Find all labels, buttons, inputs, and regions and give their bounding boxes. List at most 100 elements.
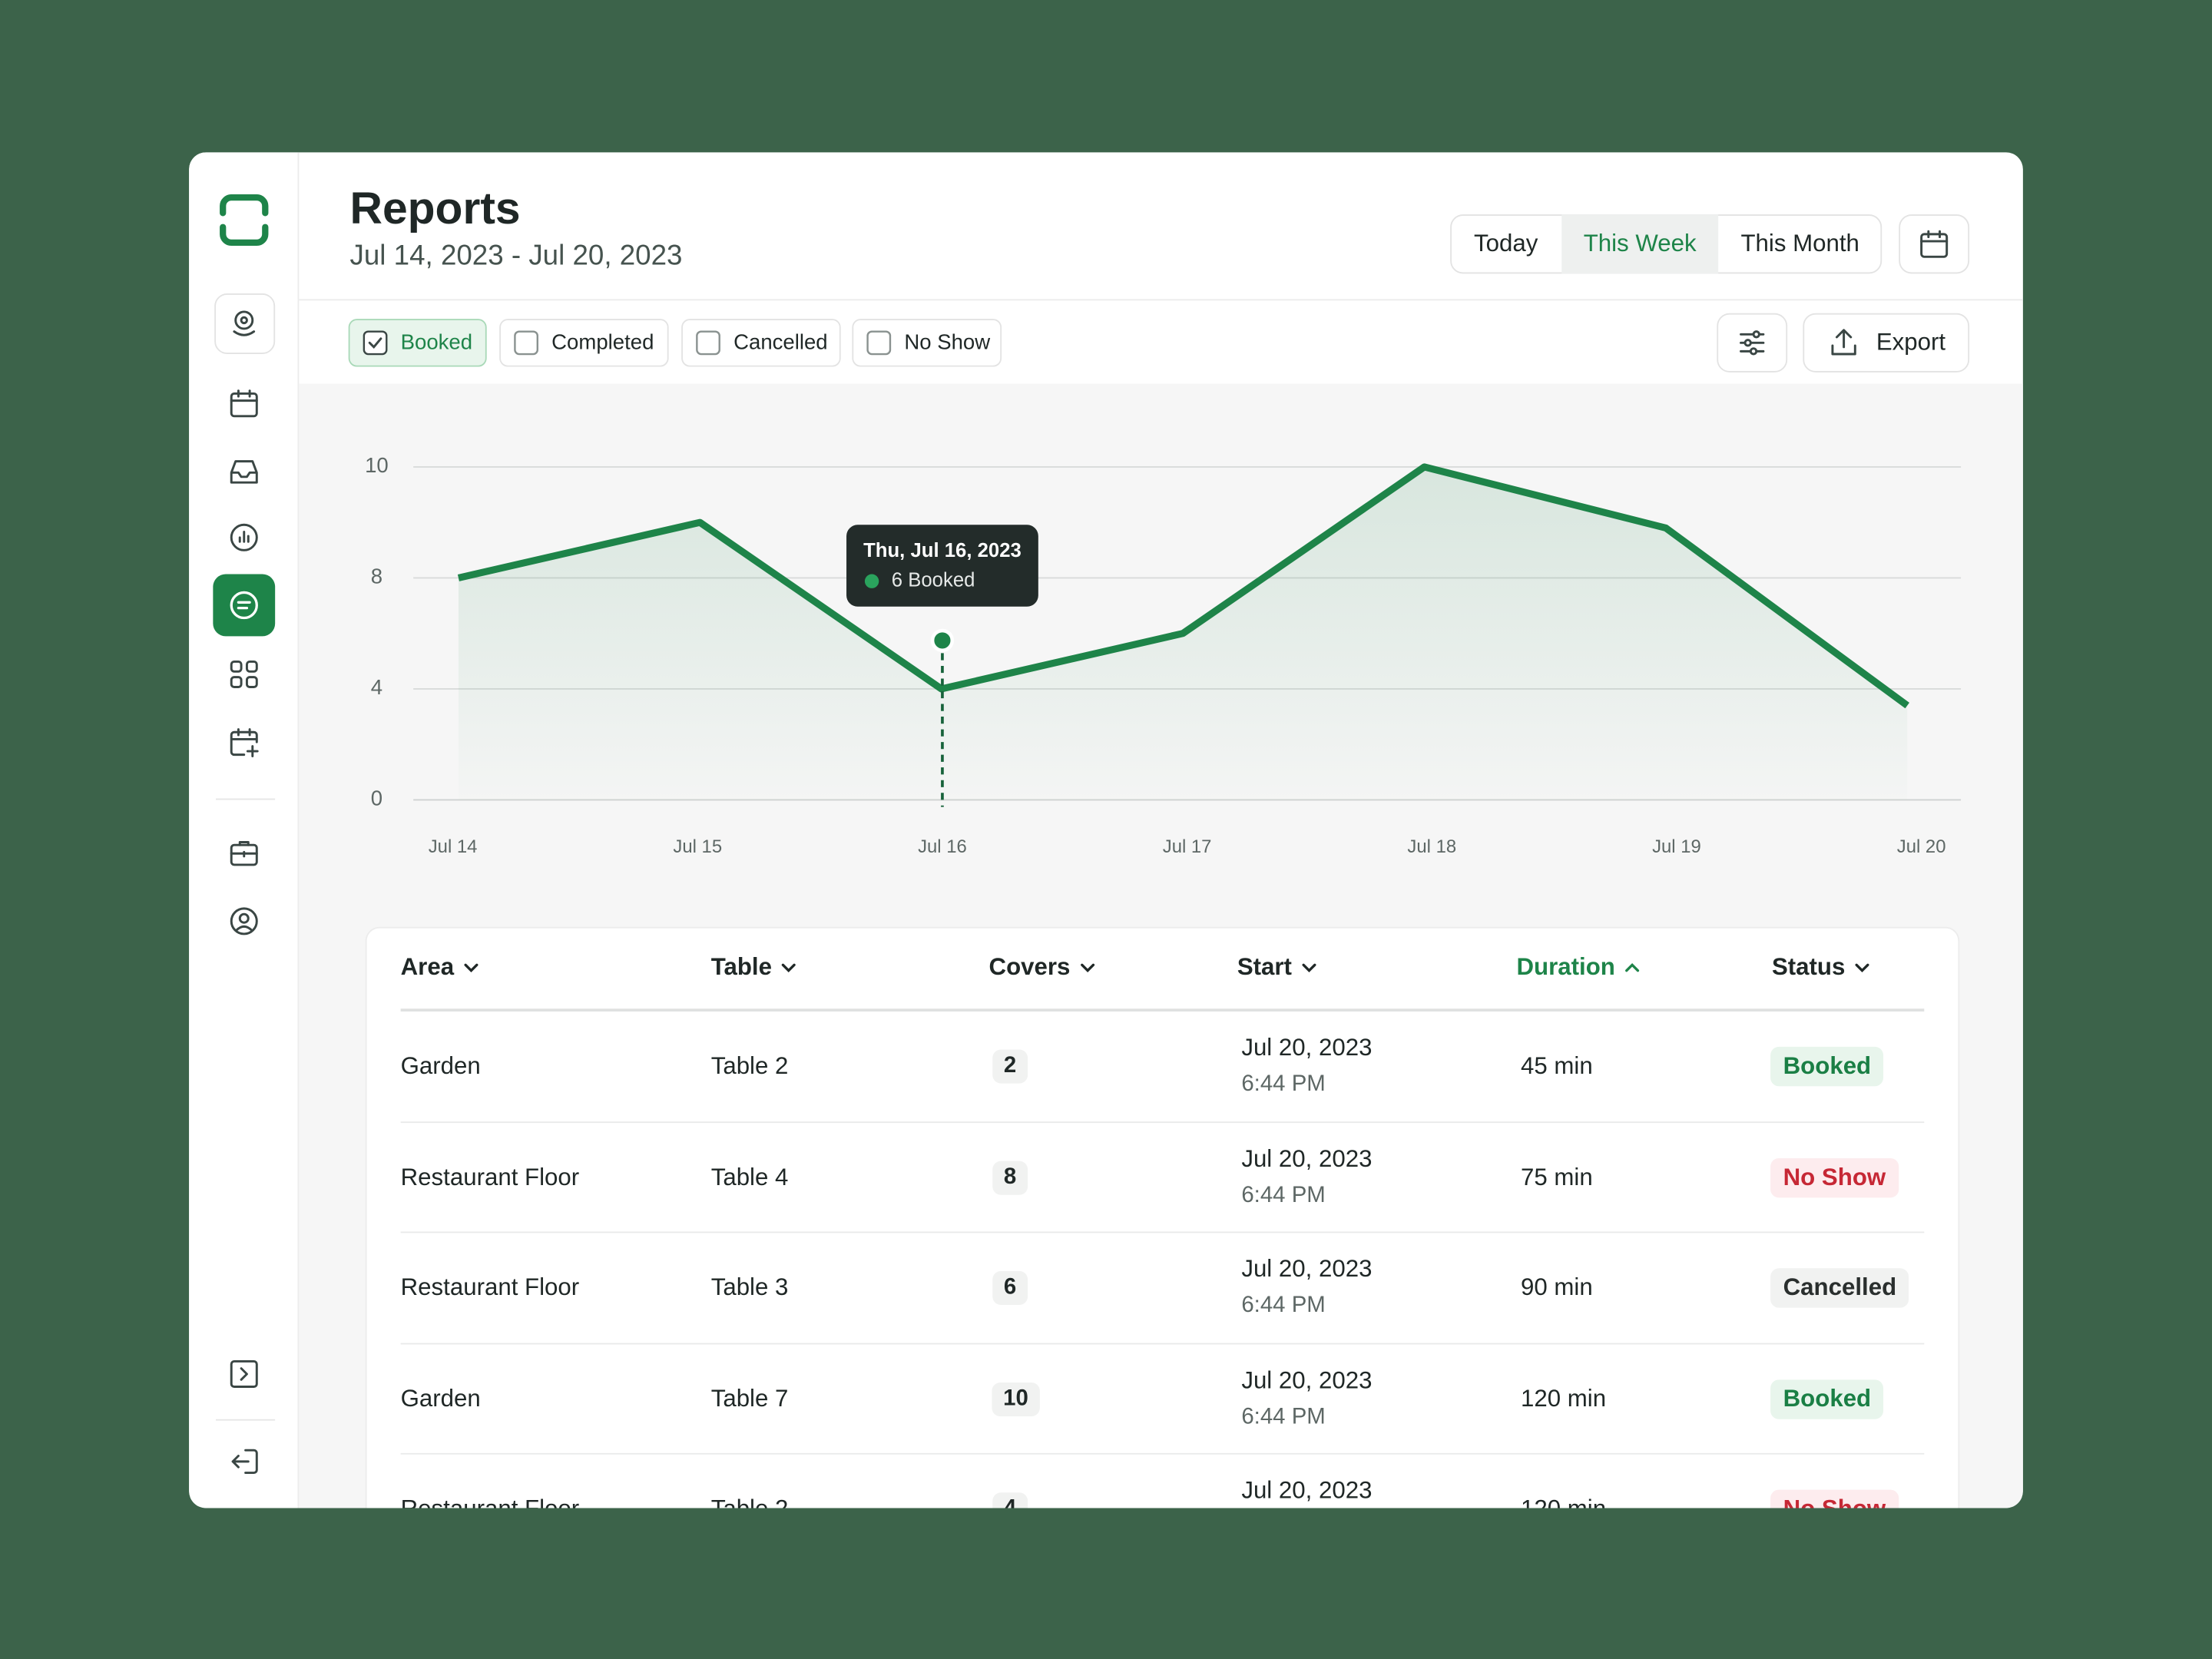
- cell-covers: 8: [992, 1160, 1028, 1194]
- sidebar: [189, 152, 300, 1508]
- column-header[interactable]: Start: [1237, 953, 1292, 981]
- status-badge: Cancelled: [1770, 1268, 1909, 1308]
- cell-date: Jul 20, 2023: [1241, 1477, 1373, 1504]
- row-divider: [400, 1231, 1925, 1233]
- x-tick-label: Jul 17: [1163, 836, 1212, 857]
- apps-icon[interactable]: [229, 659, 260, 690]
- cell-duration: 120 min: [1521, 1384, 1607, 1412]
- sort-chevron: [781, 963, 796, 973]
- y-tick-label: 0: [371, 786, 382, 810]
- y-tick-label: 4: [371, 675, 382, 699]
- cell-time: 6:44 PM: [1241, 1404, 1326, 1429]
- status-badge: Booked: [1770, 1046, 1884, 1087]
- status-badge: No Show: [1770, 1157, 1899, 1197]
- cell-date: Jul 20, 2023: [1241, 1255, 1373, 1283]
- cell-date: Jul 20, 2023: [1241, 1034, 1373, 1061]
- cell-time: 6:44 PM: [1241, 1183, 1326, 1207]
- sort-chevron: [1080, 963, 1094, 973]
- table-card: [365, 926, 1960, 1508]
- checkbox: [363, 330, 388, 356]
- checkbox: [696, 330, 720, 356]
- sidebar-separator: [216, 1419, 276, 1421]
- filter-label: Booked: [400, 330, 473, 355]
- cell-duration: 75 min: [1521, 1163, 1593, 1190]
- profile-icon[interactable]: [229, 906, 260, 936]
- filter-label: Completed: [551, 330, 654, 355]
- sliders-icon: [1740, 330, 1765, 356]
- cell-area: Garden: [400, 1384, 481, 1412]
- tooltip-text: 6 Booked: [892, 570, 975, 591]
- app-window: Reports Jul 14, 2023 - Jul 20, 2023 Today T…: [189, 152, 2023, 1508]
- x-tick-label: Jul 14: [429, 836, 478, 857]
- calendar-icon[interactable]: [229, 388, 260, 419]
- row-divider: [400, 1342, 1925, 1344]
- column-header[interactable]: Covers: [988, 953, 1071, 981]
- calendar-button[interactable]: [1899, 214, 1970, 274]
- cell-table: Table 2: [710, 1052, 789, 1080]
- cell-covers: 10: [992, 1382, 1040, 1416]
- logo: [220, 194, 269, 247]
- sort-chevron: [1855, 963, 1869, 973]
- header-rule: [400, 1008, 1925, 1012]
- x-tick-label: Jul 20: [1897, 836, 1946, 857]
- cell-time: 6:44 PM: [1241, 1071, 1326, 1097]
- column-header[interactable]: Duration: [1516, 953, 1615, 981]
- period-tab-label: This Week: [1583, 230, 1697, 257]
- cell-duration: 120 min: [1521, 1495, 1606, 1508]
- sort-chevron: [1302, 963, 1316, 973]
- page-title: Reports: [349, 182, 521, 233]
- cell-area: Garden: [400, 1052, 481, 1080]
- chart: 0 4 8 10 Jul 14 Jul 15 Jul 16 Jul 17 Jul 18 Jul 1…: [365, 453, 1962, 857]
- cell-table: Table 3: [710, 1273, 789, 1301]
- y-tick-label: 10: [365, 453, 389, 477]
- status-badge: Booked: [1770, 1379, 1884, 1419]
- nav-location-button[interactable]: [214, 293, 276, 355]
- column-header[interactable]: Area: [400, 953, 455, 981]
- export-label: Export: [1876, 328, 1946, 356]
- checkbox: [866, 330, 892, 356]
- filter-settings-button[interactable]: [1717, 313, 1788, 373]
- chart-icon[interactable]: [229, 522, 260, 553]
- reports-icon: [230, 591, 258, 620]
- cell-date: Jul 20, 2023: [1241, 1366, 1373, 1393]
- calendar-add-icon[interactable]: [229, 727, 260, 757]
- nav-reports-active[interactable]: [213, 574, 276, 637]
- header-divider: [299, 299, 2023, 301]
- column-header[interactable]: Status: [1771, 953, 1846, 981]
- area-fill: [458, 466, 1908, 800]
- cell-date: Jul 20, 2023: [1241, 1144, 1373, 1172]
- x-tick-label: Jul 18: [1407, 836, 1456, 857]
- x-tick-label: Jul 15: [673, 836, 722, 857]
- x-tick-label: Jul 16: [918, 836, 967, 857]
- line: [457, 463, 1909, 709]
- main: Reports Jul 14, 2023 - Jul 20, 2023 Today T…: [189, 152, 2023, 1508]
- cell-covers: 2: [992, 1049, 1028, 1084]
- hover-dot: [930, 628, 955, 653]
- logout-icon[interactable]: [229, 1446, 260, 1477]
- period-tab-label: Today: [1474, 230, 1538, 257]
- location-icon: [233, 310, 256, 336]
- cell-time: 6:44 PM: [1241, 1293, 1326, 1318]
- export-button[interactable]: [1803, 313, 1970, 373]
- expand-icon[interactable]: [229, 1359, 260, 1389]
- cell-area: Restaurant Floor: [400, 1163, 580, 1190]
- cell-covers: 4: [992, 1492, 1028, 1508]
- cell-table: Table 4: [710, 1163, 789, 1190]
- inbox-icon[interactable]: [229, 455, 260, 486]
- filter-label: Cancelled: [733, 330, 828, 355]
- tooltip-dot: [864, 574, 879, 588]
- row-divider: [400, 1121, 1925, 1123]
- sort-chevron: [464, 963, 478, 973]
- column-header[interactable]: Table: [710, 953, 772, 981]
- date-range: Jul 14, 2023 - Jul 20, 2023: [349, 240, 683, 272]
- cell-table: Table 7: [710, 1384, 789, 1412]
- cell-covers: 6: [992, 1270, 1028, 1305]
- calendar-icon: [1920, 230, 1949, 258]
- period-tab[interactable]: [1561, 214, 1719, 274]
- briefcase-icon[interactable]: [229, 836, 260, 867]
- cell-area: Restaurant Floor: [400, 1273, 580, 1301]
- cell-duration: 45 min: [1521, 1052, 1593, 1080]
- tooltip: [846, 525, 1038, 607]
